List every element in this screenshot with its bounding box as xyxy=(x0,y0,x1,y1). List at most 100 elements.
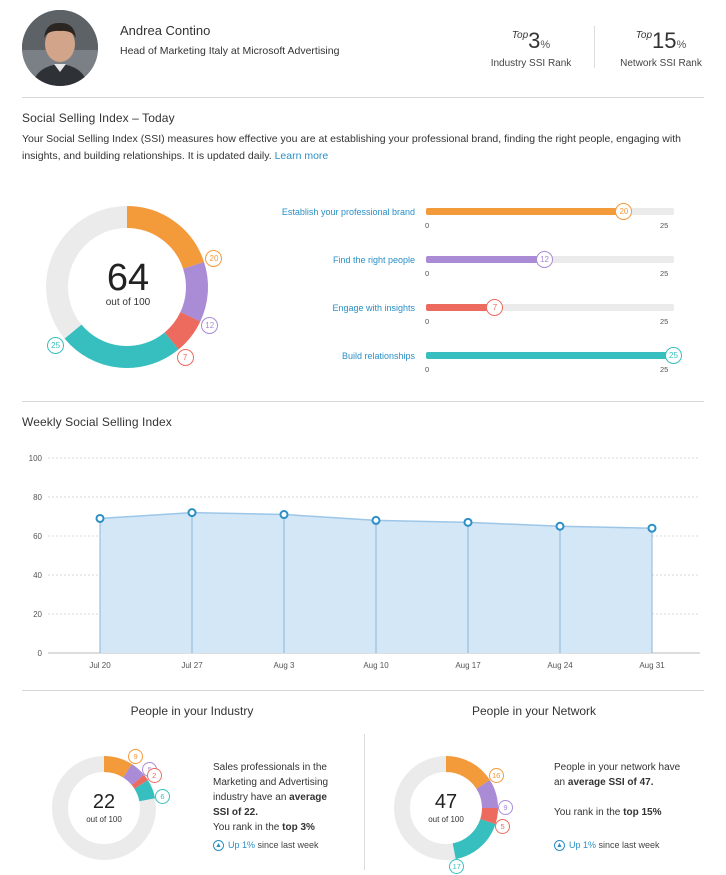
ssi-value-bubble-3: 7 xyxy=(176,348,194,366)
weekly-title: Weekly Social Selling Index xyxy=(22,415,172,429)
network-out-of: out of 100 xyxy=(428,815,464,824)
up-arrow-icon: ▲ xyxy=(554,840,565,852)
industry-summary: Sales professionals in the Marketing and… xyxy=(213,760,343,835)
data-point[interactable] xyxy=(463,517,473,527)
industry-rank: Top3% Industry SSI Rank xyxy=(476,28,586,69)
network-up-suffix: since last week xyxy=(598,840,660,850)
component-value-bubble-2: 12 xyxy=(536,251,554,268)
component-fill-1 xyxy=(426,208,625,215)
y-tick-label: 80 xyxy=(33,493,42,502)
x-tick-label: Aug 10 xyxy=(363,661,389,670)
data-point[interactable] xyxy=(279,510,289,520)
divider xyxy=(22,97,704,98)
component-track-3 xyxy=(426,304,674,311)
x-tick-label: Jul 20 xyxy=(89,661,111,670)
component-scale-min: 0 xyxy=(425,269,430,278)
data-point[interactable] xyxy=(647,523,657,533)
component-label-1[interactable]: Establish your professional brand xyxy=(281,207,415,217)
data-point[interactable] xyxy=(187,508,197,518)
industry-donut xyxy=(52,756,156,860)
industry-value-bubble-1: 9 xyxy=(128,749,144,765)
component-label-2[interactable]: Find the right people xyxy=(332,255,415,265)
y-tick-label: 0 xyxy=(38,649,43,658)
industry-arc-3[interactable] xyxy=(131,774,148,789)
component-label-3[interactable]: Engage with insights xyxy=(332,303,415,313)
ssi-out-of: out of 100 xyxy=(105,297,151,308)
ssi-value-bubble-2: 12 xyxy=(201,317,219,335)
network-arc-1[interactable] xyxy=(445,756,490,790)
industry-value-bubble-3: 2 xyxy=(146,767,162,783)
network-rank-unit: % xyxy=(676,39,687,51)
industry-text-1: Sales professionals in the Marketing and… xyxy=(213,762,329,803)
network-rank: Top15% Network SSI Rank xyxy=(606,28,716,69)
network-rank-top-label: Top xyxy=(635,30,653,41)
section-divider xyxy=(364,734,365,870)
ssi-title: Social Selling Index – Today xyxy=(22,111,175,125)
component-fill-4 xyxy=(426,352,674,359)
y-tick-label: 20 xyxy=(33,610,42,619)
data-point[interactable] xyxy=(371,515,381,525)
data-point[interactable] xyxy=(95,513,105,523)
x-tick-label: Jul 27 xyxy=(181,661,203,670)
network-arc-2[interactable] xyxy=(476,780,498,809)
industry-title: People in your Industry xyxy=(130,704,254,718)
ssi-value-bubble-4: 25 xyxy=(47,336,65,354)
ssi-arc-4[interactable] xyxy=(64,324,179,368)
industry-arc-1[interactable] xyxy=(103,756,132,778)
network-value-bubble-2: 9 xyxy=(498,800,513,815)
y-tick-label: 100 xyxy=(29,454,43,463)
ssi-value-bubble-1: 20 xyxy=(205,249,223,267)
profile-headline: Head of Marketing Italy at Microsoft Adv… xyxy=(120,45,340,57)
component-scale-min: 0 xyxy=(425,317,430,326)
divider xyxy=(22,401,704,402)
industry-arc-2[interactable] xyxy=(123,764,145,786)
industry-trend: ▲ Up 1% since last week xyxy=(213,840,319,852)
network-text-2: You rank in the xyxy=(554,807,621,818)
up-arrow-icon: ▲ xyxy=(213,840,224,852)
data-point[interactable] xyxy=(555,521,565,531)
component-fill-3 xyxy=(426,304,496,311)
component-scale-max: 25 xyxy=(660,317,669,326)
ssi-arc-3[interactable] xyxy=(164,311,201,350)
ssi-description: Your Social Selling Index (SSI) measures… xyxy=(22,131,712,165)
industry-rank-label: Industry SSI Rank xyxy=(490,58,572,69)
learn-more-link[interactable]: Learn more xyxy=(274,150,329,162)
network-up-value: Up 1% xyxy=(569,840,597,850)
network-average: average SSI of 47. xyxy=(567,777,654,788)
network-title: People in your Network xyxy=(471,704,597,718)
industry-rank-top-label: Top xyxy=(511,30,529,41)
network-trend: ▲ Up 1% since last week xyxy=(554,840,660,852)
industry-value-bubble-4: 6 xyxy=(154,788,170,804)
industry-out-of: out of 100 xyxy=(86,815,122,824)
y-tick-label: 40 xyxy=(33,571,42,580)
industry-average: average SSI of 22. xyxy=(213,792,327,818)
component-value-bubble-3: 7 xyxy=(486,299,504,316)
network-donut xyxy=(394,756,498,860)
network-value-bubble-3: 5 xyxy=(495,818,511,834)
component-scale-max: 25 xyxy=(660,365,669,374)
divider xyxy=(22,690,704,691)
x-tick-label: Aug 3 xyxy=(274,661,295,670)
component-scale-max: 25 xyxy=(660,221,669,230)
network-summary: People in your network have an average S… xyxy=(554,760,694,820)
component-value-bubble-4: 25 xyxy=(665,347,682,364)
component-scale-min: 0 xyxy=(425,221,430,230)
component-label-4[interactable]: Build relationships xyxy=(341,351,415,361)
component-scale-max: 25 xyxy=(660,269,669,278)
industry-rank-unit: % xyxy=(540,39,551,51)
x-tick-label: Aug 17 xyxy=(455,661,481,670)
x-tick-label: Aug 24 xyxy=(547,661,573,670)
ssi-arc-1[interactable] xyxy=(126,206,205,270)
network-arc-4[interactable] xyxy=(452,818,496,860)
network-arc-3[interactable] xyxy=(480,807,498,825)
ssi-score: 64 xyxy=(106,257,150,299)
network-rank-label: Network SSI Rank xyxy=(620,58,702,69)
ssi-arc-2[interactable] xyxy=(180,261,208,322)
industry-text-2: You rank in the xyxy=(213,822,280,833)
network-text-1: People in your network have an xyxy=(554,762,681,788)
avatar[interactable] xyxy=(22,10,98,86)
component-value-bubble-1: 20 xyxy=(615,203,633,220)
industry-score: 22 xyxy=(92,791,116,813)
network-rank-value: 15 xyxy=(652,28,677,53)
industry-arc-4[interactable] xyxy=(134,780,156,802)
